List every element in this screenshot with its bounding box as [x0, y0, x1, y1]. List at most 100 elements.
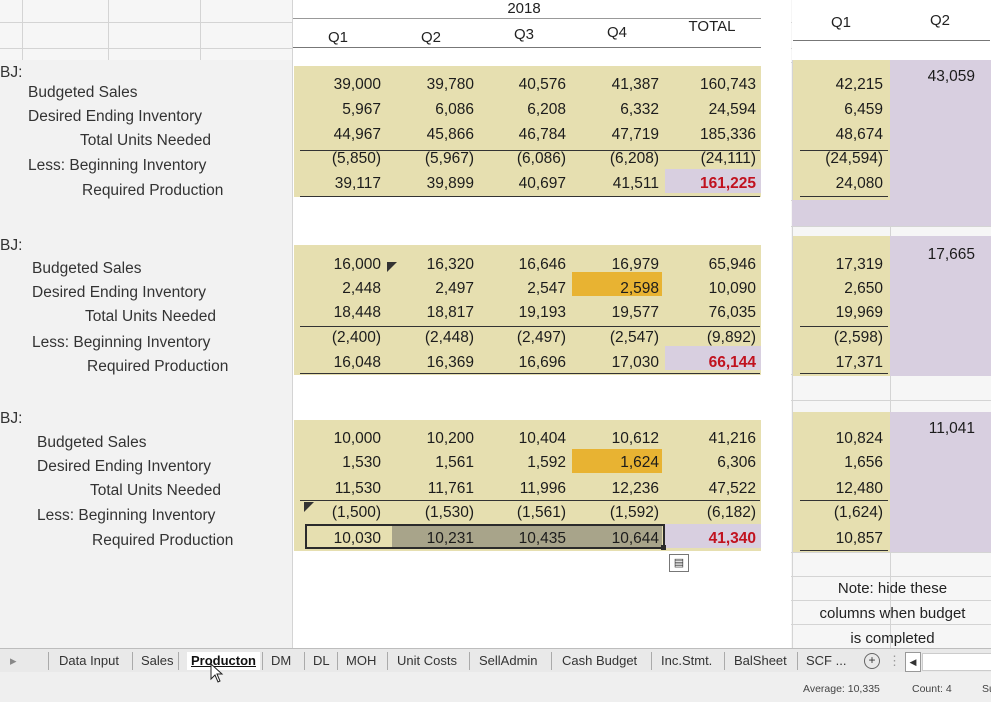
- comment-indicator-icon[interactable]: [387, 262, 397, 272]
- cell-s2-r4-c3[interactable]: (2,497): [516, 329, 566, 346]
- cell-s3-r4-c5[interactable]: (6,182): [706, 504, 756, 521]
- tab-sales[interactable]: Sales: [141, 653, 174, 668]
- cell-s3-r1-c6[interactable]: 10,824: [835, 430, 883, 447]
- spreadsheet-grid[interactable]: 2018 Q1 Q2 Q3 Q4 TOTAL Q1 Q2 BJ: Budgete…: [0, 0, 991, 648]
- cell-s3-r1-c2[interactable]: 10,200: [426, 430, 474, 447]
- cell-s1-r5-c2[interactable]: 39,899: [426, 175, 474, 192]
- cell-s3-r4-c6[interactable]: (1,624): [833, 504, 883, 521]
- cell-s1-r4-c6[interactable]: (24,594): [825, 150, 883, 167]
- more-options-icon[interactable]: ⋮: [888, 653, 901, 668]
- cell-s2-r1-c5[interactable]: 65,946: [708, 256, 756, 273]
- tab-moh[interactable]: MOH: [346, 653, 377, 668]
- cell-s2-r3-c4[interactable]: 19,577: [611, 304, 659, 321]
- cell-s2-r1-c1[interactable]: 16,000: [333, 256, 381, 273]
- cell-s1-r1-c1[interactable]: 39,000: [333, 76, 381, 93]
- cell-s2-r2-c6[interactable]: 2,650: [844, 280, 883, 297]
- cell-s1-r1-c6[interactable]: 42,215: [835, 76, 883, 93]
- cell-s3-r5-c4[interactable]: 10,644: [611, 530, 659, 547]
- cell-s1-r2-c5[interactable]: 24,594: [708, 101, 756, 118]
- cell-s3-r1-c4[interactable]: 10,612: [611, 430, 659, 447]
- cell-s3-r3-c4[interactable]: 12,236: [611, 480, 659, 497]
- cell-s3-r2-c4[interactable]: 1,624: [620, 454, 659, 471]
- cell-s1-r3-c6[interactable]: 48,674: [835, 126, 883, 143]
- cell-s1-r3-c5[interactable]: 185,336: [699, 126, 756, 143]
- cell-s2-r4-c1[interactable]: (2,400): [331, 329, 381, 346]
- cell-s3-r1-c5[interactable]: 41,216: [708, 430, 756, 447]
- cell-s1-r1-c2[interactable]: 39,780: [426, 76, 474, 93]
- cell-s1-r3-c1[interactable]: 44,967: [333, 126, 381, 143]
- cell-s2-r3-c6[interactable]: 19,969: [835, 304, 883, 321]
- cell-s1-r4-c5[interactable]: (24,111): [700, 150, 756, 167]
- cell-s1-r4-c2[interactable]: (5,967): [424, 150, 474, 167]
- cell-s1-r3-c2[interactable]: 45,866: [426, 126, 474, 143]
- cell-s2-r4-c6[interactable]: (2,598): [833, 329, 883, 346]
- cell-s3-r3-c6[interactable]: 12,480: [835, 480, 883, 497]
- cell-s1-r1-c5[interactable]: 160,743: [699, 76, 756, 93]
- cell-s1-r3-c4[interactable]: 47,719: [611, 126, 659, 143]
- cell-s2-r5-c4[interactable]: 17,030: [611, 354, 659, 371]
- cell-s1-r1-c7[interactable]: 43,059: [927, 68, 975, 85]
- cell-s2-r5-c5[interactable]: 66,144: [708, 354, 756, 371]
- tab-selladmin[interactable]: SellAdmin: [479, 653, 538, 668]
- tab-balsheet[interactable]: BalSheet: [734, 653, 787, 668]
- add-sheet-icon[interactable]: +: [864, 653, 880, 669]
- cell-s1-r4-c1[interactable]: (5,850): [331, 150, 381, 167]
- cell-s3-r2-c1[interactable]: 1,530: [342, 454, 381, 471]
- selection-range[interactable]: [305, 524, 665, 549]
- cell-s2-r2-c4[interactable]: 2,598: [620, 280, 659, 297]
- cell-s3-r3-c3[interactable]: 11,996: [519, 480, 566, 497]
- cell-s2-r2-c5[interactable]: 10,090: [708, 280, 756, 297]
- cell-s1-r2-c1[interactable]: 5,967: [342, 101, 381, 118]
- cell-s2-r5-c2[interactable]: 16,369: [426, 354, 474, 371]
- fill-handle[interactable]: [661, 545, 666, 550]
- cell-s2-r1-c3[interactable]: 16,646: [518, 256, 566, 273]
- cell-s3-r3-c1[interactable]: 11,530: [334, 480, 381, 497]
- scroll-tabs-left-icon[interactable]: ▸: [10, 653, 17, 668]
- cell-s1-r2-c3[interactable]: 6,208: [527, 101, 566, 118]
- cell-s2-r4-c5[interactable]: (9,892): [706, 329, 756, 346]
- cell-s3-r4-c4[interactable]: (1,592): [609, 504, 659, 521]
- cell-s3-r5-c6[interactable]: 10,857: [835, 530, 883, 547]
- cell-s3-r4-c1[interactable]: (1,500): [331, 504, 381, 521]
- tab-dm[interactable]: DM: [271, 653, 292, 668]
- cell-s3-r5-c2[interactable]: 10,231: [426, 530, 474, 547]
- comment-indicator-icon[interactable]: [304, 502, 314, 512]
- cell-s2-r5-c3[interactable]: 16,696: [518, 354, 566, 371]
- cell-s2-r3-c3[interactable]: 19,193: [518, 304, 566, 321]
- cell-s1-r3-c3[interactable]: 46,784: [518, 126, 566, 143]
- tab-inc-stmt[interactable]: Inc.Stmt.: [661, 653, 713, 668]
- cell-s2-r2-c1[interactable]: 2,448: [342, 280, 381, 297]
- cell-s3-r2-c5[interactable]: 6,306: [717, 454, 756, 471]
- cell-s1-r5-c3[interactable]: 40,697: [518, 175, 566, 192]
- scroll-left-icon[interactable]: ◀: [905, 652, 921, 672]
- cell-s2-r3-c2[interactable]: 18,817: [426, 304, 474, 321]
- cell-s2-r3-c5[interactable]: 76,035: [708, 304, 756, 321]
- tab-production[interactable]: Producton: [187, 652, 260, 670]
- cell-s2-r4-c2[interactable]: (2,448): [424, 329, 474, 346]
- cell-s3-r2-c2[interactable]: 1,561: [435, 454, 474, 471]
- cell-s1-r4-c3[interactable]: (6,086): [516, 150, 566, 167]
- cell-s1-r5-c5[interactable]: 161,225: [699, 175, 756, 192]
- cell-s1-r4-c4[interactable]: (6,208): [609, 150, 659, 167]
- cell-s3-r2-c6[interactable]: 1,656: [844, 454, 883, 471]
- cell-s2-r4-c4[interactable]: (2,547): [609, 329, 659, 346]
- cell-s3-r2-c3[interactable]: 1,592: [527, 454, 566, 471]
- cell-s3-r3-c5[interactable]: 47,522: [708, 480, 756, 497]
- cell-s2-r5-c1[interactable]: 16,048: [333, 354, 381, 371]
- cell-s1-r5-c1[interactable]: 39,117: [334, 175, 381, 192]
- quick-analysis-icon[interactable]: ▤: [669, 554, 689, 572]
- cell-s2-r1-c2[interactable]: 16,320: [426, 256, 474, 273]
- tab-scf[interactable]: SCF ...: [806, 653, 847, 668]
- cell-s3-r5-c3[interactable]: 10,435: [518, 530, 566, 547]
- cell-s2-r3-c1[interactable]: 18,448: [333, 304, 381, 321]
- cell-s2-r2-c2[interactable]: 2,497: [435, 280, 474, 297]
- cell-s2-r2-c3[interactable]: 2,547: [527, 280, 566, 297]
- tab-cash-budget[interactable]: Cash Budget: [562, 653, 638, 668]
- cell-s2-r1-c4[interactable]: 16,979: [611, 256, 659, 273]
- cell-s1-r1-c3[interactable]: 40,576: [518, 76, 566, 93]
- cell-s1-r5-c4[interactable]: 41,511: [612, 175, 659, 192]
- cell-s2-r5-c6[interactable]: 17,371: [835, 354, 883, 371]
- cell-s2-r1-c7[interactable]: 17,665: [927, 246, 975, 263]
- cell-s3-r1-c3[interactable]: 10,404: [518, 430, 566, 447]
- cell-s3-r5-c5[interactable]: 41,340: [708, 530, 756, 547]
